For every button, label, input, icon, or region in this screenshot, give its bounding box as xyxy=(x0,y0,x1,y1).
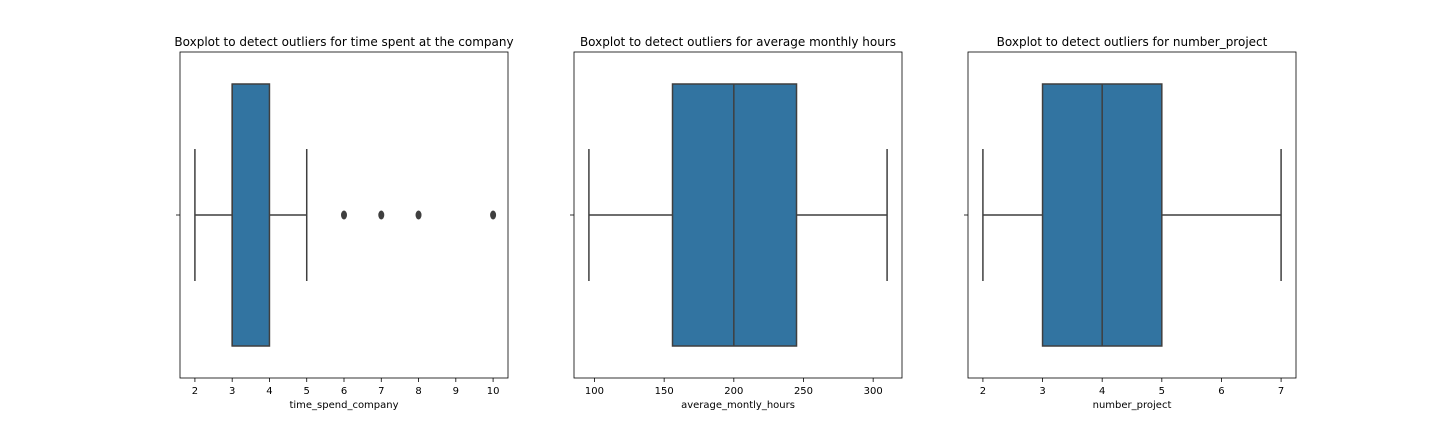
outlier-point xyxy=(490,210,497,220)
x-axis-label: time_spend_company xyxy=(289,400,398,411)
x-tick-label: 100 xyxy=(585,386,604,397)
x-tick-label: 5 xyxy=(1159,386,1165,397)
panel-2: Boxplot to detect outliers for average m… xyxy=(570,35,903,411)
outlier-point xyxy=(378,210,385,220)
x-tick-label: 3 xyxy=(1039,386,1045,397)
chart-title: Boxplot to detect outliers for average m… xyxy=(580,35,896,49)
chart-title: Boxplot to detect outliers for number_pr… xyxy=(997,35,1268,49)
iqr-box xyxy=(231,83,271,347)
x-tick-label: 6 xyxy=(341,386,347,397)
x-tick-label: 250 xyxy=(794,386,813,397)
x-tick-label: 6 xyxy=(1218,386,1224,397)
panel-3: Boxplot to detect outliers for number_pr… xyxy=(964,35,1297,411)
x-tick-label: 2 xyxy=(192,386,198,397)
x-tick-label: 300 xyxy=(864,386,883,397)
x-tick-label: 7 xyxy=(1278,386,1284,397)
x-tick-label: 7 xyxy=(378,386,384,397)
x-tick-label: 200 xyxy=(724,386,743,397)
panels: Boxplot to detect outliers for time spen… xyxy=(174,35,1297,411)
x-tick-label: 4 xyxy=(266,386,272,397)
panel-1: Boxplot to detect outliers for time spen… xyxy=(174,35,513,411)
chart-title: Boxplot to detect outliers for time spen… xyxy=(174,35,513,49)
outlier-point xyxy=(415,210,422,220)
x-tick-label: 8 xyxy=(415,386,421,397)
x-tick-label: 150 xyxy=(655,386,674,397)
x-tick-label: 3 xyxy=(229,386,235,397)
x-tick-label: 10 xyxy=(487,386,500,397)
x-axis-label: average_montly_hours xyxy=(681,400,795,411)
x-tick-label: 4 xyxy=(1099,386,1105,397)
x-axis-label: number_project xyxy=(1093,400,1172,411)
x-tick-label: 9 xyxy=(453,386,459,397)
x-tick-label: 2 xyxy=(980,386,986,397)
x-tick-label: 5 xyxy=(304,386,310,397)
outlier-point xyxy=(341,210,347,220)
